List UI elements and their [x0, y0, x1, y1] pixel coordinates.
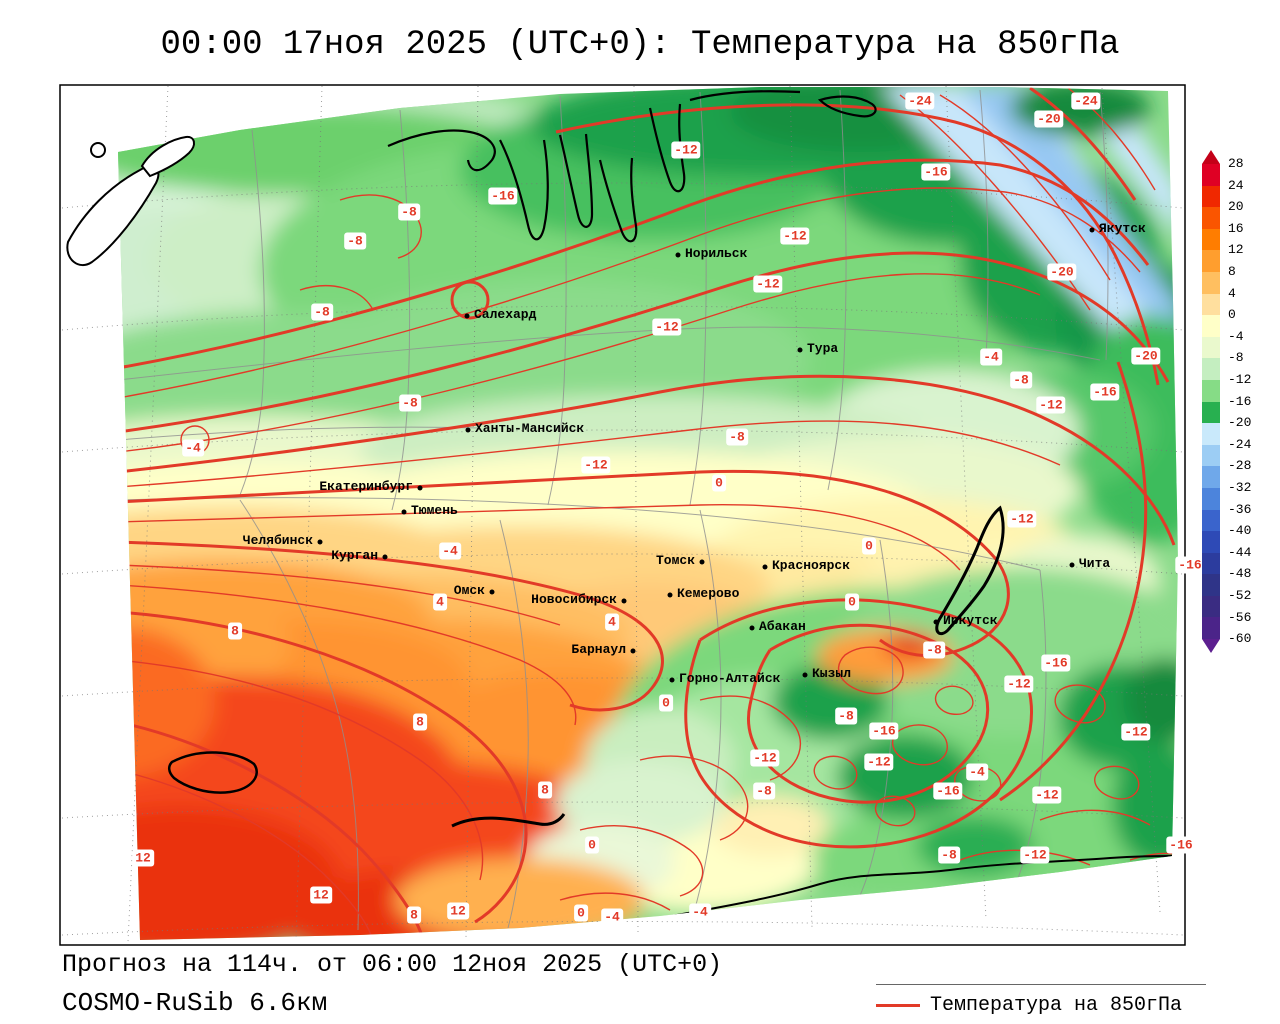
colorbar-segment: [1202, 617, 1220, 640]
region-borders: [118, 89, 1109, 931]
isotherm-lines: [118, 87, 1178, 939]
forecast-info-line: Прогноз на 114ч. от 06:00 12ноя 2025 (UT…: [62, 950, 723, 979]
temperature-colorbar: 28 24 20 16 12 8 4 0 -4 -8 -12 -16 -20 -24 -28 -32 -36 -4…: [1202, 150, 1262, 654]
colorbar-tick-label: -20: [1228, 415, 1252, 431]
colorbar-tick-label: 0: [1228, 307, 1236, 323]
colorbar-segment: [1202, 185, 1220, 208]
colorbar-tick-label: -24: [1228, 436, 1252, 452]
model-info-line: COSMO-RuSib 6.6км: [62, 988, 328, 1018]
isotherm-line-sample: [876, 1004, 920, 1007]
colorbar-tick-label: -48: [1228, 566, 1252, 582]
colorbar-segment: [1202, 336, 1220, 359]
colorbar-tick-label: 20: [1228, 199, 1244, 215]
colorbar-tick-label: -56: [1228, 609, 1252, 625]
colorbar-segment: [1202, 574, 1220, 596]
colorbar-arrow-bottom-icon: [1202, 639, 1220, 654]
colorbar-tick-label: 12: [1228, 242, 1244, 258]
colorbar-tick-label: -32: [1228, 480, 1252, 495]
colorbar-segment: [1202, 401, 1220, 424]
colorbar-tick-label: -28: [1228, 458, 1252, 474]
colorbar-tick-label: -52: [1228, 588, 1252, 603]
colorbar-tick-label: -44: [1228, 544, 1252, 560]
colorbar-segment: [1202, 466, 1220, 488]
colorbar-tick-label: 16: [1228, 220, 1244, 236]
legend-label: Температура на 850гПа: [930, 994, 1183, 1017]
colorbar-segment: [1202, 595, 1220, 618]
colorbar-segment: [1202, 509, 1220, 532]
colorbar-arrow-top-icon: [1202, 150, 1220, 164]
colorbar-segment: [1202, 271, 1220, 294]
colorbar-segment: [1202, 293, 1220, 316]
colorbar-segment: [1202, 487, 1220, 510]
page-title: 00:00 17ноя 2025 (UTC+0): Температура на…: [160, 26, 1120, 64]
temperature-field: [118, 87, 1178, 940]
colorbar-tick-label: -60: [1228, 631, 1252, 647]
colorbar-tick-label: 24: [1228, 177, 1244, 193]
colorbar-tick-label: 8: [1228, 264, 1236, 279]
colorbar-tick-label: -36: [1228, 501, 1252, 517]
colorbar-tick-label: -16: [1228, 393, 1252, 409]
colorbar-tick-label: -40: [1228, 523, 1252, 539]
colorbar-segment: [1202, 228, 1220, 251]
coastlines: [66, 90, 1173, 923]
colorbar-segment: [1202, 444, 1220, 467]
colorbar-segment: [1202, 164, 1220, 186]
colorbar-segments: [1202, 164, 1262, 640]
legend: Температура на 850гПа: [876, 984, 1206, 1017]
colorbar-segment: [1202, 358, 1220, 380]
colorbar-segment: [1202, 315, 1220, 337]
colorbar-tick-label: 28: [1228, 156, 1244, 171]
colorbar-segment: [1202, 552, 1220, 575]
colorbar-segment: [1202, 250, 1220, 272]
map-frame-border: [59, 84, 1186, 946]
colorbar-segment: [1202, 379, 1220, 402]
colorbar-segment: [1202, 423, 1220, 445]
colorbar-segment: [1202, 207, 1220, 229]
colorbar-tick-label: -8: [1228, 350, 1244, 366]
colorbar-tick-label: -4: [1228, 328, 1244, 344]
colorbar-tick-label: 4: [1228, 285, 1236, 301]
colorbar-segment: [1202, 531, 1220, 553]
colorbar-tick-label: -12: [1228, 372, 1252, 387]
